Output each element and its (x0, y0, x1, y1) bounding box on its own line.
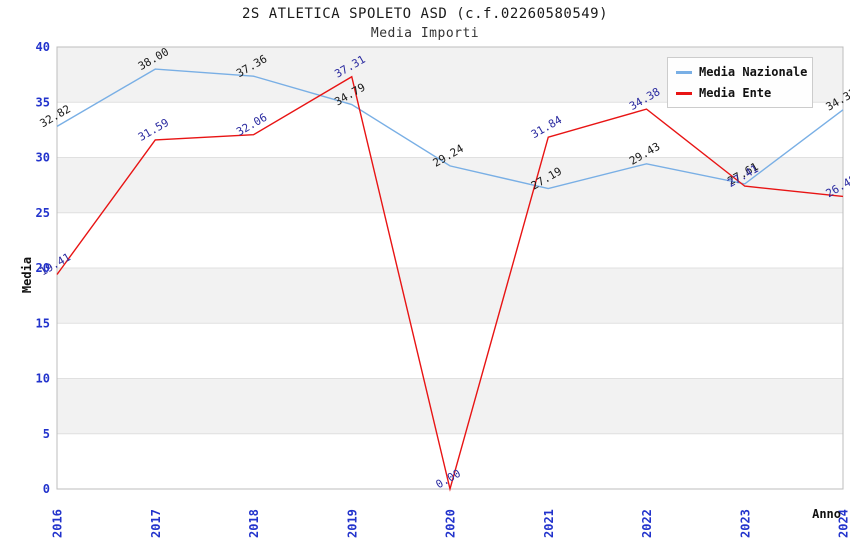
series-line-media-nazionale (56, 68, 844, 190)
plot-band (57, 268, 843, 324)
chart-subtitle: Media Importi (370, 26, 480, 41)
y-tick-label: 10 (36, 372, 50, 386)
x-axis-title: Anno (812, 507, 841, 521)
x-tick-label: 2024 (837, 509, 850, 538)
x-tick-label: 2017 (149, 509, 163, 538)
x-tick-label: 2023 (738, 509, 752, 538)
legend-label: Media Nazionale (699, 65, 808, 79)
x-tick-label: 2019 (345, 509, 359, 538)
y-tick-label: 35 (36, 95, 50, 109)
legend-item-media-nazionale[interactable]: Media Nazionale (676, 65, 808, 79)
legend-item-media-ente[interactable]: Media Ente (676, 86, 804, 100)
x-tick-label: 2016 (51, 509, 65, 538)
y-tick-label: 5 (43, 427, 50, 441)
y-tick-label: 40 (36, 40, 50, 54)
x-tick-label: 2022 (640, 509, 654, 538)
series-line-media-ente (56, 75, 844, 492)
line-swatch-icon (676, 70, 692, 74)
x-tick-label: 2020 (444, 509, 458, 538)
chart-title: 2S ATLETICA SPOLETO ASD (c.f.02260580549… (241, 6, 609, 22)
line-swatch-icon (676, 91, 692, 95)
value-label: 0.00 (434, 467, 463, 492)
y-tick-label: 15 (36, 316, 50, 330)
y-tick-label: 20 (36, 261, 50, 275)
y-tick-label: 0 (43, 482, 50, 496)
x-tick-label: 2018 (247, 509, 261, 538)
x-tick-label: 2021 (542, 509, 556, 538)
y-tick-label: 30 (36, 151, 50, 165)
legend-label: Media Ente (699, 86, 772, 100)
y-axis-title: Media (20, 257, 34, 293)
y-tick-label: 25 (36, 206, 50, 220)
legend: Media Nazionale Media Ente (667, 57, 813, 108)
plot-band (57, 157, 843, 213)
value-label: 31.84 (529, 113, 565, 141)
plot-band (57, 378, 843, 434)
